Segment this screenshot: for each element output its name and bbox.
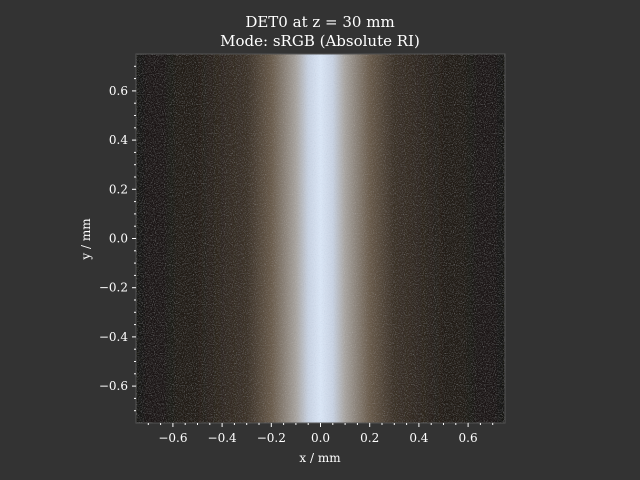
chart-title: DET0 at z = 30 mm	[245, 13, 394, 31]
y-tick-label: −0.4	[99, 330, 129, 344]
x-tick-label: 0.0	[311, 431, 330, 445]
y-tick-label: −0.2	[99, 281, 128, 295]
x-tick-label: 0.2	[360, 431, 379, 445]
y-tick-label: 0.4	[109, 133, 128, 147]
x-tick-label: −0.4	[208, 431, 238, 445]
y-tick-label: 0.2	[109, 182, 128, 196]
y-tick-label: 0.6	[109, 84, 128, 98]
y-axis-label: y / mm	[79, 218, 93, 261]
x-tick-label: 0.4	[409, 431, 428, 445]
plot-area	[135, 53, 506, 424]
y-tick-label: −0.6	[99, 379, 128, 393]
x-tick-label: 0.6	[459, 431, 478, 445]
y-tick-label: 0.0	[109, 232, 128, 246]
x-tick-label: −0.6	[158, 431, 187, 445]
chart-subtitle: Mode: sRGB (Absolute RI)	[220, 32, 420, 50]
heatmap-image	[136, 54, 505, 423]
x-axis-ticks: −0.6 −0.4 −0.2 0.0 0.2 0.4 0.6	[147, 423, 494, 445]
y-axis-ticks: −0.6 −0.4 −0.2 0.0 0.2 0.4 0.6	[99, 65, 136, 412]
x-tick-label: −0.2	[257, 431, 286, 445]
x-axis-label: x / mm	[299, 451, 341, 465]
